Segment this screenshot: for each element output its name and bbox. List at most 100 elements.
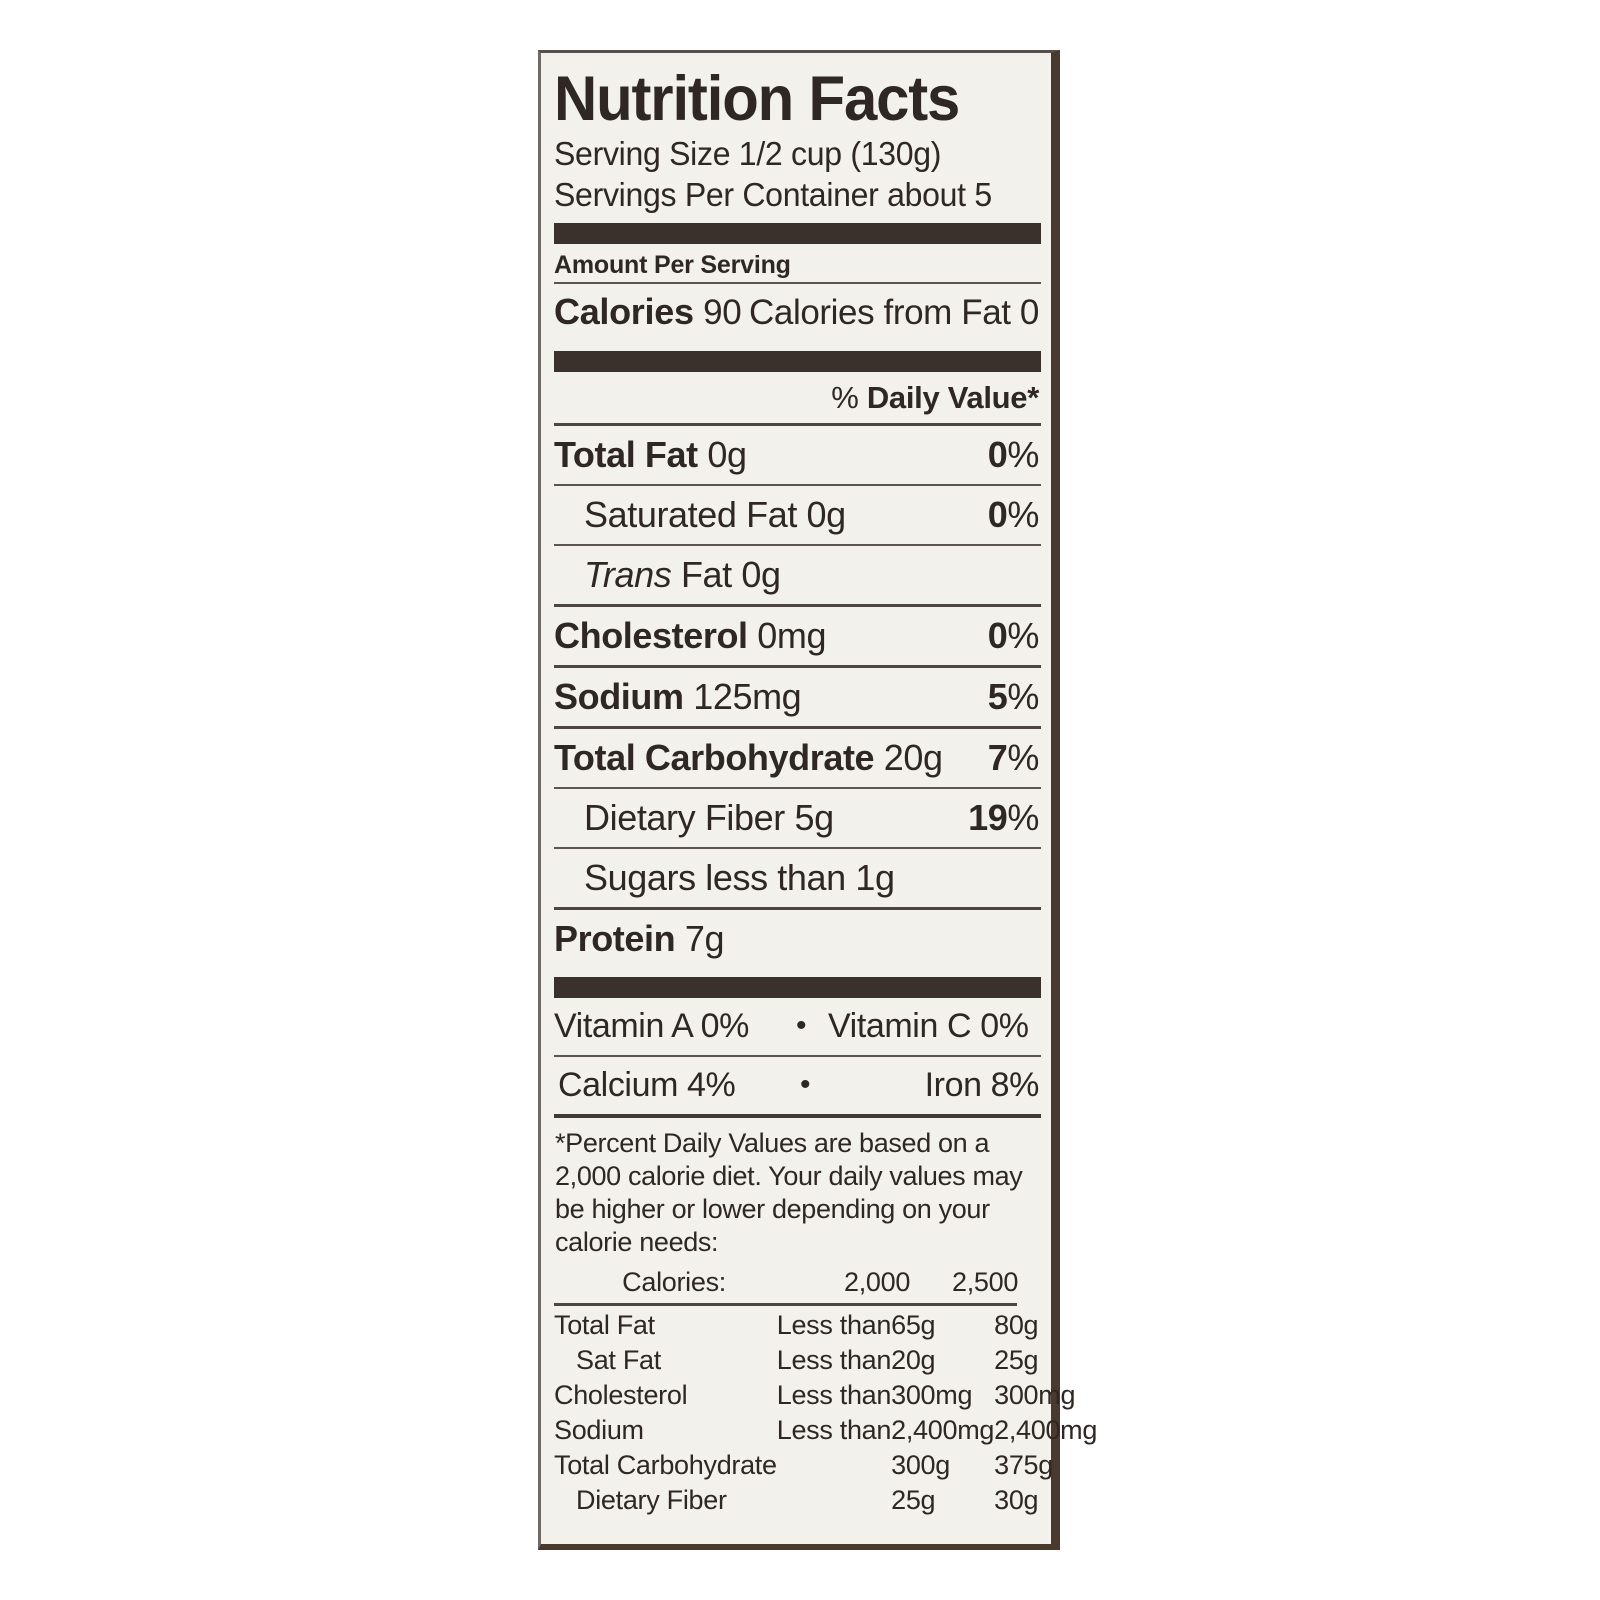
nutrient-daily-value: 0% [988,609,1041,662]
nutrient-daily-value: 0% [988,488,1041,541]
divider-above-total-fat [554,423,1041,426]
reference-table-body: Total Fat Less than 65g 80g Sat Fat Less… [554,1308,1097,1518]
header-calories-label: Calories: [622,1267,726,1297]
header-2500: 2,500 [952,1267,1019,1297]
ref-value-2500: 30g [994,1485,1039,1515]
vitamin-row-calcium-iron: Calcium 4% • Iron 8% [554,1057,1041,1114]
nutrient-dv-symbol: % [1007,676,1039,717]
daily-value-footnote: *Percent Daily Values are based on a 2,0… [555,1128,1023,1257]
table-header-row: Calories: 2,000 2,500 [554,1265,1041,1300]
nutrient-name-amount: Total Fat 0g [554,428,747,481]
nutrient-label: Dietary Fiber [584,797,785,838]
ref-value-2500: 2,400mg [994,1415,1098,1445]
ref-qualifier [777,1483,891,1518]
nutrient-row-total-carbohydrate: Total Carbohydrate 20g 7% [554,729,1041,787]
table-row: Dietary Fiber 25g 30g [554,1483,1097,1518]
calories-row: Calories 90 Calories from Fat 0 [554,284,1041,342]
ref-value-2000: 2,400mg [891,1415,995,1445]
vitamin-a-value: Vitamin A 0% [554,1007,749,1045]
nutrient-daily-value: 19% [968,791,1041,844]
ref-label: Dietary Fiber [576,1485,727,1515]
daily-value-percent-symbol: % [831,380,867,415]
ref-qualifier: Less than [776,1345,892,1375]
calcium-value: Calcium 4% [558,1066,736,1104]
ref-value-2000: 25g [891,1485,936,1515]
divider-above-footnote [554,1114,1041,1118]
nutrient-row-trans-fat: Trans Fat 0g [554,546,1041,604]
nutrient-dv-number: 7 [987,737,1008,778]
nutrient-dv-number: 0 [987,615,1008,656]
divider-above-protein [554,907,1041,910]
ref-label: Total Fat [554,1310,655,1340]
ref-label: Sat Fat [576,1345,661,1375]
table-row: Total Fat Less than 65g 80g [554,1308,1097,1343]
nutrient-label: Sodium [554,676,684,717]
ref-value-2500: 25g [994,1345,1039,1375]
bullet-separator-icon: • [795,1009,807,1042]
table-row: Sat Fat Less than 20g 25g [554,1343,1097,1378]
divider-above-trans-fat [554,544,1041,546]
page-title: Nutrition Facts [554,64,960,134]
nutrient-amount: less than 1g [705,857,895,898]
amount-per-serving-label: Amount Per Serving [554,251,791,279]
nutrient-row-sugars: Sugars less than 1g [554,849,1041,907]
nutrient-label: Cholesterol [554,615,748,656]
nutrient-amount: 7g [684,918,725,959]
nutrient-label: Trans [584,554,672,595]
nutrient-row-sodium: Sodium 125mg 5% [554,668,1041,726]
nutrient-row-cholesterol: Cholesterol 0mg 0% [554,607,1041,665]
ref-qualifier [777,1448,891,1483]
nutrient-dv-number: 0 [987,434,1008,475]
nutrient-amount: 0mg [757,615,827,656]
daily-values-reference-table: Calories: 2,000 2,500 Total Fat Less tha… [554,1263,1097,1518]
nutrient-dv-number: 5 [987,676,1008,717]
nutrient-row-dietary-fiber: Dietary Fiber 5g 19% [554,789,1041,847]
divider-thick-calories [554,351,1041,372]
reference-table: Calories: 2,000 2,500 [554,1265,1041,1300]
nutrient-label: Saturated Fat [584,494,797,535]
daily-value-header-text: Daily Value* [866,380,1039,415]
nutrient-name-amount: Protein 7g [554,912,724,965]
servings-per-container-text: Servings Per Container about 5 [554,176,992,213]
calories-label: Calories [554,291,694,332]
nutrient-amount: 0g [707,434,747,475]
header-2000: 2,000 [844,1267,911,1297]
nutrient-dv-symbol: % [1007,494,1039,535]
divider-above-sugars [554,847,1041,849]
nutrition-facts-panel: Nutrition Facts Serving Size 1/2 cup (13… [538,50,1097,1550]
nutrient-name-amount: Cholesterol 0mg [554,609,826,662]
calories-left: Calories 90 [554,287,742,338]
nutrient-daily-value: 0% [988,428,1041,481]
divider-above-saturated-fat [554,484,1041,486]
nutrient-name-amount: Trans Fat 0g [584,548,781,601]
nutrient-label: Total Fat [554,434,698,475]
divider-above-cholesterol [554,604,1041,607]
nutrition-facts-content: Nutrition Facts Serving Size 1/2 cup (13… [554,53,1097,1518]
bullet-separator-icon: • [799,1068,811,1101]
divider-above-calcium-iron [554,1055,1041,1057]
nutrient-row-saturated-fat: Saturated Fat 0g 0% [554,486,1041,544]
ref-value-2500: 300mg [994,1380,1076,1410]
vitamin-row-a-c: Vitamin A 0% • Vitamin C 0% [554,998,1041,1055]
calories-from-fat: Calories from Fat 0 [749,293,1039,332]
divider-reference-table-header [554,1303,1017,1306]
nutrient-dv-number: 0 [987,494,1008,535]
nutrient-dv-symbol: % [1007,737,1039,778]
calories-value: 90 [703,293,742,332]
ref-qualifier: Less than [776,1415,892,1445]
serving-size-text: Serving Size 1/2 cup (130g) [554,135,942,172]
table-row: Cholesterol Less than 300mg 300mg [554,1378,1097,1413]
ref-value-2500: 80g [994,1310,1039,1340]
ref-qualifier: Less than [776,1310,892,1340]
nutrient-name-amount: Sugars less than 1g [584,851,895,904]
ref-label: Total Carbohydrate [554,1450,777,1480]
nutrient-amount: 5g [794,797,834,838]
nutrient-label: Protein [554,918,676,959]
ref-label: Cholesterol [554,1380,688,1410]
ref-value-2000: 300g [891,1450,950,1480]
nutrient-dv-symbol: % [1007,434,1039,475]
ref-value-2000: 65g [891,1310,936,1340]
ref-value-2500: 375g [994,1450,1053,1480]
divider-amount-per-serving [554,282,1041,284]
